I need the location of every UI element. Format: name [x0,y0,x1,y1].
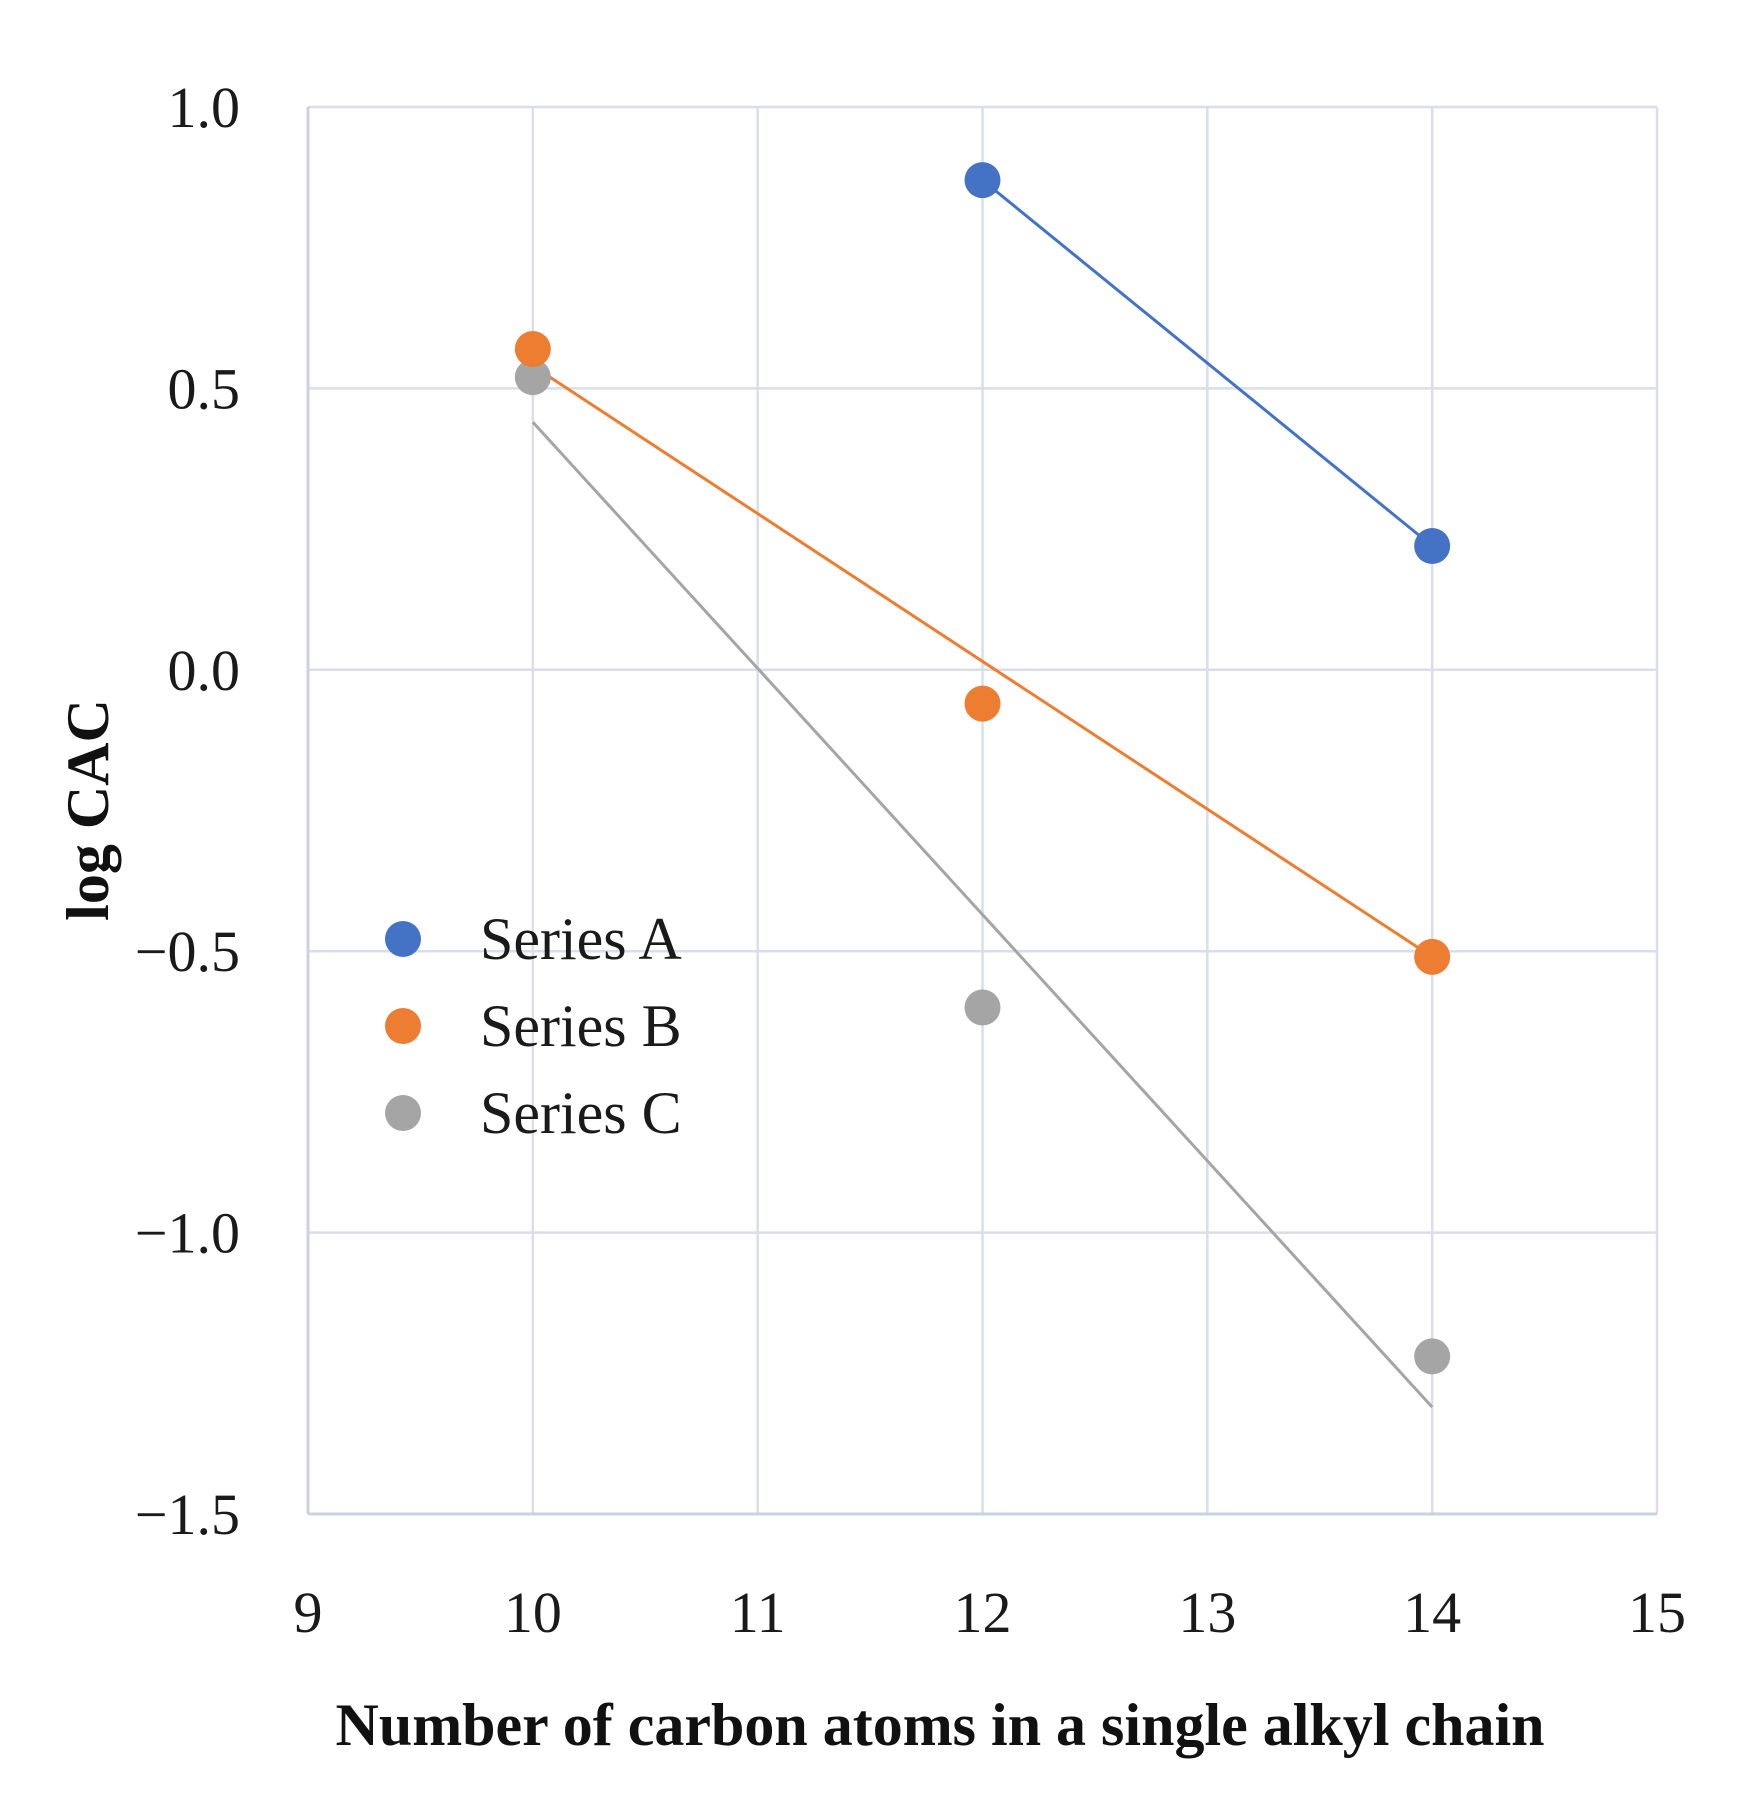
y-tick-label: −1.0 [135,1201,240,1266]
x-tick-label: 14 [1403,1580,1461,1645]
series-1-trendline [532,364,1433,959]
series-2-point-0 [514,359,551,396]
series-0-trendline [981,179,1434,548]
grid-layer [308,105,1659,1514]
legend-label-0: Series A [480,906,682,972]
series-1-point-0 [514,331,551,368]
series-1-point-2 [1414,938,1451,975]
trendline-layer [531,179,1434,1409]
series-2-point-2 [1414,1338,1451,1375]
series-1-point-1 [964,685,1001,722]
x-tick-label: 13 [1178,1580,1236,1645]
x-axis-title: Number of carbon atoms in a single alkyl… [336,1692,1545,1758]
x-tick-label: 11 [730,1580,786,1645]
y-tick-label: 1.0 [168,75,241,140]
x-tick-label: 12 [954,1580,1012,1645]
series-0-point-1 [1414,527,1451,564]
series-2-point-1 [964,989,1001,1026]
y-tick-label: −0.5 [135,919,240,984]
y-tick-label: −1.5 [135,1482,240,1547]
x-tick-label: 15 [1628,1580,1686,1645]
x-tick-label: 10 [504,1580,562,1645]
point-layer [514,162,1451,1375]
legend-label-1: Series B [480,993,682,1059]
y-tick-label: 0.5 [168,356,241,421]
legend-marker-0 [385,921,421,957]
axis-layer [306,107,1657,1516]
x-tick-label: 9 [294,1580,323,1645]
series-2-trendline [531,421,1434,1409]
y-tick-label: 0.0 [168,638,241,703]
legend-label-2: Series C [480,1080,682,1146]
series-0-point-0 [964,162,1001,199]
legend-marker-1 [385,1008,421,1044]
tick-label-layer: 9 10 11 12 13 14 15 1.0 0.5 0.0 −0.5 −1.0 −1.5 [135,75,1686,1645]
legend-marker-2 [385,1095,421,1131]
legend: Series A Series B Series C [385,906,682,1146]
y-axis-title: log CAC [55,699,121,921]
